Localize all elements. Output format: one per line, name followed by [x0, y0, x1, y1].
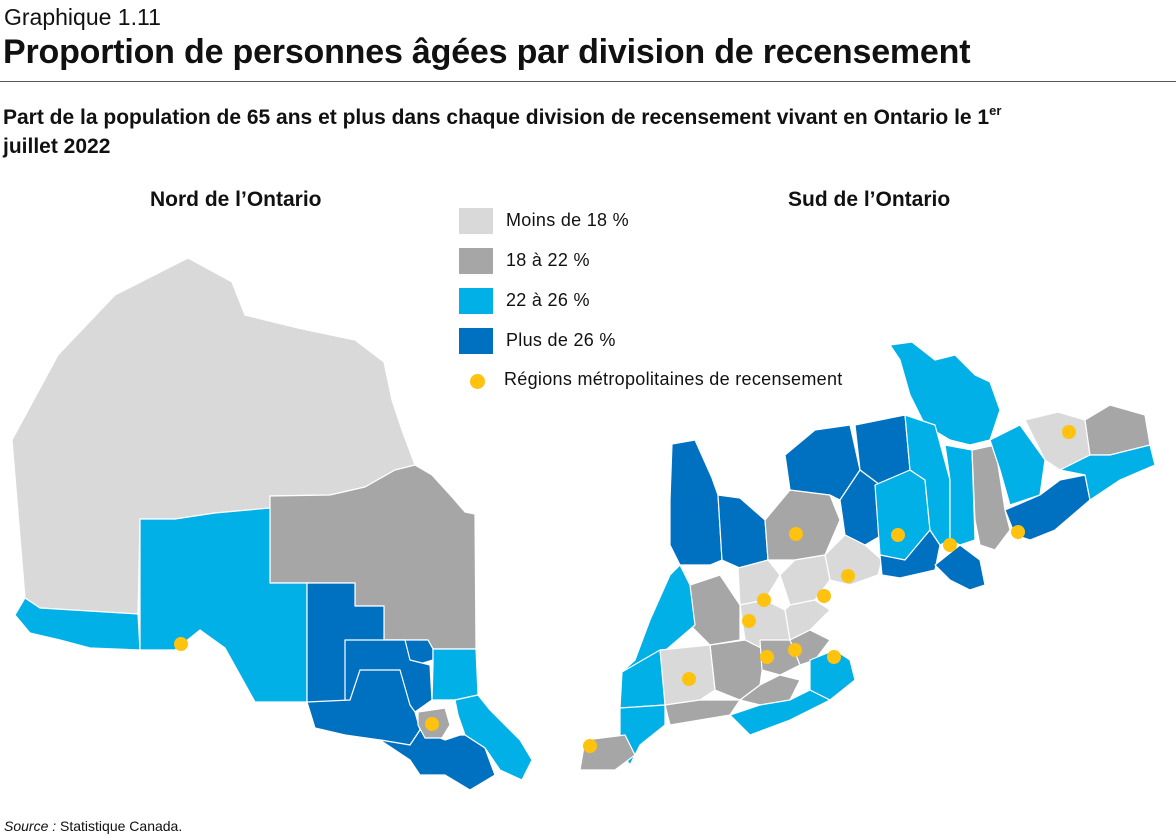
legend-swatch [459, 208, 493, 234]
cma-dot-belleville [943, 538, 957, 552]
division-hastings [904, 414, 951, 546]
cma-dot-greater-sudbury [425, 717, 439, 731]
legend-dot-icon [470, 374, 485, 389]
division-stormont [1059, 444, 1156, 501]
division-lennox [944, 444, 976, 546]
source-label: Source : [4, 818, 57, 834]
cma-dot-ottawa [1062, 425, 1076, 439]
division-halton [789, 629, 831, 666]
subtitle-date: juillet 2022 [3, 135, 111, 158]
cma-dot-brantford [760, 650, 774, 664]
legend-swatch [459, 288, 493, 314]
cma-dot-toronto [817, 589, 831, 603]
legend-label: Moins de 18 % [506, 210, 629, 230]
subtitle-text: Part de la population de 65 ans et plus … [3, 106, 990, 129]
division-lambton-shore [621, 564, 696, 673]
graph-number: Graphique 1.11 [4, 4, 161, 30]
division-grey [717, 494, 769, 569]
cma-dot-peterborough [891, 528, 905, 542]
division-durham [824, 534, 883, 586]
north-ontario-title: Nord de l’Ontario [150, 188, 322, 211]
division-timiskaming [431, 648, 479, 701]
division-dufferin [737, 559, 781, 606]
title-divider [0, 81, 1176, 82]
legend-label: Plus de 26 % [506, 330, 616, 350]
cma-dot-kitchener [742, 614, 756, 628]
legend-swatch [459, 328, 493, 354]
cma-dot-kingston [1011, 525, 1025, 539]
legend-label: 18 à 22 % [506, 250, 590, 270]
source-text: Statistique Canada. [56, 818, 183, 834]
division-bruce [669, 439, 723, 566]
chart-subtitle: Part de la population de 65 ans et plus … [3, 103, 1003, 161]
cma-dot-st-catharines [827, 650, 841, 664]
source-note: Source : Statistique Canada. [4, 818, 182, 834]
division-simcoe [764, 489, 841, 561]
division-nipissing [454, 694, 533, 781]
cma-dot-guelph [757, 593, 771, 607]
page-title: Proportion de personnes âgées par divisi… [3, 33, 971, 71]
division-northumberland [879, 529, 941, 579]
division-elgin [664, 699, 741, 726]
legend-swatch [459, 248, 493, 274]
cma-dot-barrie [789, 527, 803, 541]
cma-dot-oshawa [841, 569, 855, 583]
legend-label: 22 à 26 % [506, 290, 590, 310]
south-ontario-title: Sud de l’Ontario [788, 188, 951, 211]
cma-dot-windsor [583, 739, 597, 753]
division-rainy-river [14, 597, 141, 651]
division-niagara [809, 649, 856, 701]
cma-dot-london [682, 672, 696, 686]
legend-label: Régions métropolitaines de recensement [504, 369, 843, 389]
cma-dot-hamilton [788, 643, 802, 657]
division-prince-edward [934, 544, 986, 591]
cma-dot-thunder-bay [174, 637, 188, 651]
division-manitoulin-parry [379, 729, 496, 791]
division-huron [689, 574, 741, 646]
division-renfrew [889, 341, 1001, 446]
subtitle-superscript: er [989, 103, 1002, 118]
